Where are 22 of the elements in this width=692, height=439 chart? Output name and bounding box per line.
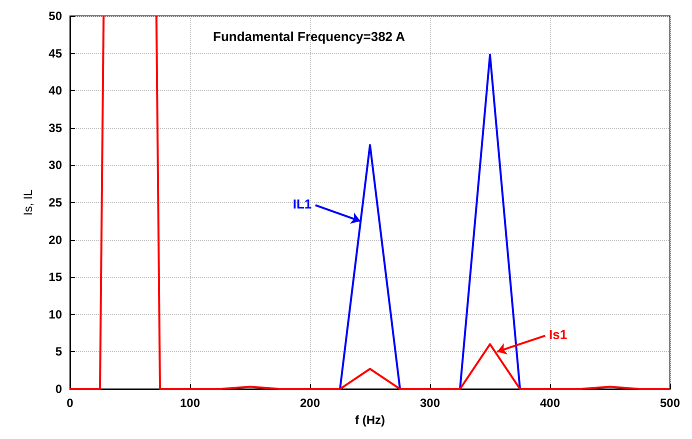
y-tick-label: 10 xyxy=(48,307,62,322)
x-tick-label: 200 xyxy=(300,396,320,410)
y-tick-label: 15 xyxy=(48,270,62,284)
x-tick-label: 0 xyxy=(66,396,74,410)
annotation: IL1 xyxy=(292,196,312,212)
y-tick-label: 25 xyxy=(48,196,62,210)
x-axis-title: f (Hz) xyxy=(355,412,385,427)
x-tick-label: 300 xyxy=(420,396,440,410)
y-tick-label: 35 xyxy=(48,120,62,135)
annotation: Fundamental Frequency=382 A xyxy=(213,29,406,44)
y-tick-label: 50 xyxy=(48,9,62,23)
annotation: Is1 xyxy=(548,326,568,342)
y-tick-label: 30 xyxy=(48,158,62,172)
y-tick-label: 5 xyxy=(55,344,62,359)
y-tick-label: 20 xyxy=(48,232,62,247)
y-axis-title: Is, IL xyxy=(21,189,35,216)
x-tick-label: 400 xyxy=(540,396,560,410)
y-tick-label: 0 xyxy=(55,382,62,396)
y-tick-label: 45 xyxy=(48,46,62,60)
y-tick-label: 40 xyxy=(48,84,62,98)
x-tick-label: 100 xyxy=(180,396,200,410)
x-tick-label: 500 xyxy=(660,396,680,410)
